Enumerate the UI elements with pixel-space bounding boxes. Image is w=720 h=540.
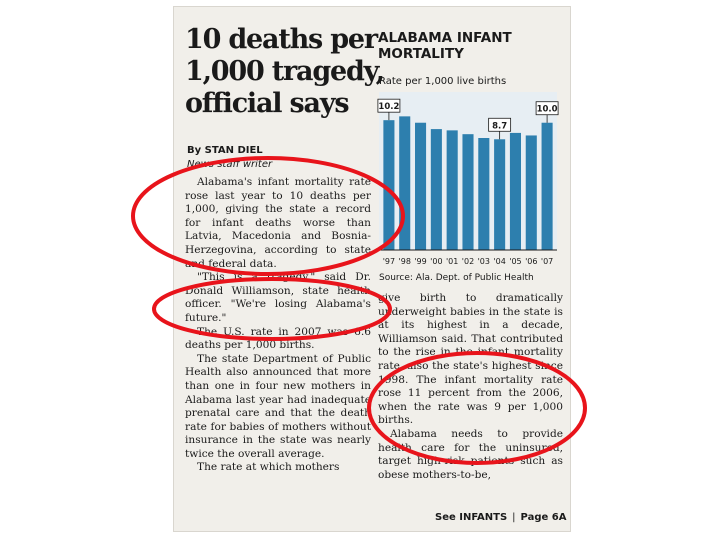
jump-line: See INFANTS | Page 6A [435,512,566,523]
chart-title: ALABAMA INFANT MORTALITY [378,30,512,62]
headline-line: 1,000 tragedy, [185,56,385,87]
jump-page: Page 6A [520,512,567,523]
chart-bar [462,134,474,250]
chart-subtitle: Rate per 1,000 live births [379,76,507,87]
chart-x-tick-label: '06 [525,257,537,266]
chart-x-tick-label: '04 [493,257,505,266]
infant-mortality-bar-chart: '97 '98'99 '00 '01 '02 '03'04 '05 '06 '07 10.2 8.7… [377,92,559,266]
article-column-right: give birth to dramatically underweight b… [378,292,563,482]
svg-text:10.0: 10.0 [537,105,558,115]
svg-text:10.2: 10.2 [378,102,399,112]
chart-bar [415,122,427,250]
byline: By STAN DIEL News staff writer [187,144,377,172]
chart-x-tick-label: '98 [399,257,411,266]
chart-x-tick-label: '03 [478,257,490,266]
article-paragraph: The state Department of Public Health al… [185,352,371,460]
chart-data-label: 10.0 [535,101,559,123]
chart-data-label: 10.2 [377,98,401,121]
chart-x-tick-label: '00 [430,257,442,266]
chart-bar [494,139,506,250]
chart-bar [509,132,521,250]
chart-bar [446,130,458,250]
article-paragraph: Alabama needs to provide health care for… [378,427,563,481]
article-column-left: Alabama's infant mortality rate rose las… [185,176,371,475]
chart-title-line: ALABAMA INFANT [378,30,512,46]
chart-source: Source: Ala. Dept. of Public Health [379,273,534,283]
chart-x-tick-label: '97 [383,257,395,266]
newspaper-clipping: 10 deaths per 1,000 tragedy, official sa… [173,6,571,532]
jump-label: See INFANTS [435,512,508,523]
headline-line: official says [185,88,350,119]
article-paragraph: "This is a tragedy," said Dr. Donald Wil… [185,271,371,324]
svg-text:8.7: 8.7 [492,121,507,131]
jump-separator: | [512,512,516,523]
article-paragraph: Alabama's infant mortality rate rose las… [185,176,371,270]
chart-x-tick-label: '01 [446,257,458,266]
headline-line: 10 deaths per [185,24,378,55]
article-paragraph: The U.S. rate in 2007 was 6.6 deaths per… [185,325,371,352]
chart-bar [430,129,442,250]
chart-title-line: MORTALITY [378,46,464,62]
chart-bar [399,116,411,250]
chart-x-tick-label: '05 [509,257,521,266]
chart-x-tick-label: '07 [541,257,553,266]
chart-bar [541,122,553,250]
chart-x-tick-label: '02 [462,257,474,266]
chart-x-tick-label: '99 [414,257,426,266]
article-paragraph: give birth to dramatically underweight b… [378,292,563,427]
chart-bar [383,120,395,250]
author-title: News staff writer [187,159,273,170]
chart-data-label: 8.7 [488,117,512,140]
chart-bar [478,138,490,250]
article-paragraph: The rate at which mothers [197,461,340,474]
author-name: By STAN DIEL [187,145,263,156]
chart-bar [525,135,537,250]
headline: 10 deaths per 1,000 tragedy, official sa… [185,24,385,120]
